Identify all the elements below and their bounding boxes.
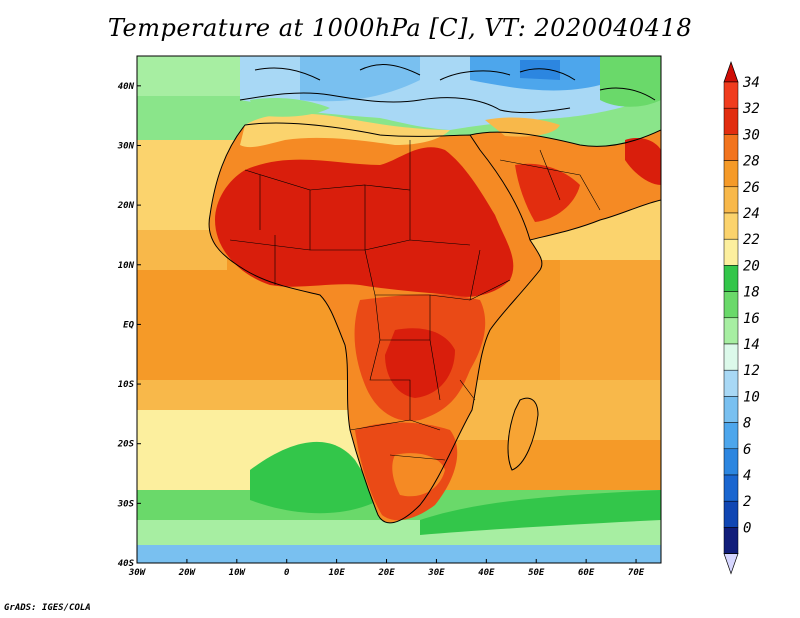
colorbar-segment	[723, 81, 739, 109]
south-atlantic-green-blob	[250, 441, 380, 514]
colorbar-under-arrow	[723, 553, 739, 575]
sahara-sahel-hot	[215, 147, 514, 297]
colorbar-label: 14	[743, 337, 760, 353]
lon-tick-label: 70E	[628, 568, 645, 578]
colorbar-label: 26	[743, 180, 760, 196]
colorbar-label: 16	[743, 311, 760, 327]
temperature-field	[137, 56, 661, 563]
caucasus-deep-blue	[520, 60, 560, 80]
colorbar-segment	[723, 186, 739, 214]
colorbar-segment	[723, 422, 739, 450]
colorbar-segment	[723, 238, 739, 266]
lon-tick-label: 60E	[578, 568, 595, 578]
levant-mild	[485, 117, 560, 137]
congo-basin-hottest	[385, 328, 455, 398]
colorbar-label: 34	[742, 75, 760, 91]
lat-tick-label: 10S	[118, 380, 135, 390]
lat-tick-label: 20S	[117, 440, 135, 450]
colorbar-segment	[723, 265, 739, 292]
grads-credit: GrADS: IGES/COLA	[4, 603, 91, 613]
colorbar-label: 20	[743, 258, 760, 274]
colorbar-label: 30	[742, 127, 760, 143]
colorbar-label: 0	[743, 520, 751, 536]
lon-tick-label: 10E	[328, 568, 345, 578]
latitude-axis: 40N 30N 20N 10N EQ 10S 20S 30S 40S	[117, 82, 141, 569]
maghreb-coast-mild	[240, 113, 450, 148]
colorbar-label: 2	[743, 494, 751, 510]
lon-tick-label: 30E	[427, 568, 445, 578]
lon-tick-label: 20W	[178, 568, 197, 578]
lat-tick-label: 40S	[118, 559, 135, 569]
colorbar-segment	[723, 500, 739, 528]
colorbar-label: 12	[743, 363, 760, 379]
lon-tick-label: 0	[284, 568, 290, 578]
lat-tick-label: 30S	[117, 499, 135, 509]
colorbar-label: 22	[743, 232, 760, 248]
atlas-green	[250, 97, 330, 117]
colorbar-segment	[723, 369, 739, 397]
colorbar-segment	[723, 317, 739, 345]
madagascar	[508, 398, 538, 470]
lon-tick-label: 10W	[229, 568, 247, 578]
lon-tick-label: 30W	[128, 568, 147, 578]
longitude-axis: 30W 20W 10W 0 10E 20E 30E 40E 50E 60E 70E	[128, 559, 645, 578]
colorbar-segment	[723, 527, 739, 554]
lat-tick-label: 40N	[118, 82, 135, 92]
iran-hot-spot	[625, 138, 661, 185]
colorbar-segment	[723, 134, 739, 161]
colorbar-label: 18	[743, 285, 760, 301]
colorbar-segment	[723, 212, 739, 240]
colorbar-segment	[723, 474, 739, 502]
europe-coastline	[239, 92, 571, 114]
madagascar-coastline	[507, 397, 539, 471]
lon-tick-label: 40E	[478, 568, 495, 578]
colorbar-label: 8	[743, 416, 751, 432]
nw-atlantic-pale	[137, 56, 247, 96]
africa-coastline	[208, 122, 543, 524]
lat-tick-label: EQ	[123, 320, 134, 330]
black-caspian-coast	[519, 68, 656, 101]
colorbar-segment	[723, 448, 739, 476]
colorbar-label: 10	[743, 389, 760, 405]
arabia-hot-core	[515, 163, 580, 222]
indian-ocean-green-band	[420, 490, 661, 535]
colorbar-label: 24	[743, 206, 760, 222]
colorbar-label: 28	[743, 154, 760, 170]
colorbar-label: 32	[742, 101, 760, 117]
indian-ocean-warm	[560, 260, 661, 380]
plot-frame	[136, 55, 662, 564]
colorbar-over-arrow	[723, 60, 739, 83]
colorbar-segment	[723, 107, 739, 135]
southern-ocean-blue	[137, 545, 661, 563]
arabia-coastline	[469, 129, 661, 241]
colorbar-segment	[723, 291, 739, 319]
colorbar-label: 6	[743, 442, 751, 458]
europe-blue	[300, 56, 420, 102]
colorbar-segment	[723, 160, 739, 188]
lat-tick-label: 20N	[117, 201, 135, 211]
colorbar-segment	[723, 396, 739, 423]
colorbar-segment	[723, 343, 739, 371]
arabian-borders	[499, 149, 601, 211]
lon-tick-label: 20E	[377, 568, 395, 578]
lat-tick-label: 10N	[118, 261, 135, 271]
african-borders	[229, 140, 511, 461]
colorbar-label: 4	[743, 468, 751, 484]
central-asia-green	[600, 56, 661, 107]
kalahari-warm	[392, 453, 445, 497]
lon-tick-label: 50E	[528, 568, 545, 578]
country-borders	[229, 140, 601, 461]
coastlines	[208, 64, 661, 524]
map-title: Temperature at 1000hPa [C], VT: 20200404…	[107, 14, 693, 42]
lat-tick-label: 30N	[117, 141, 135, 151]
europe-detail	[254, 64, 511, 81]
